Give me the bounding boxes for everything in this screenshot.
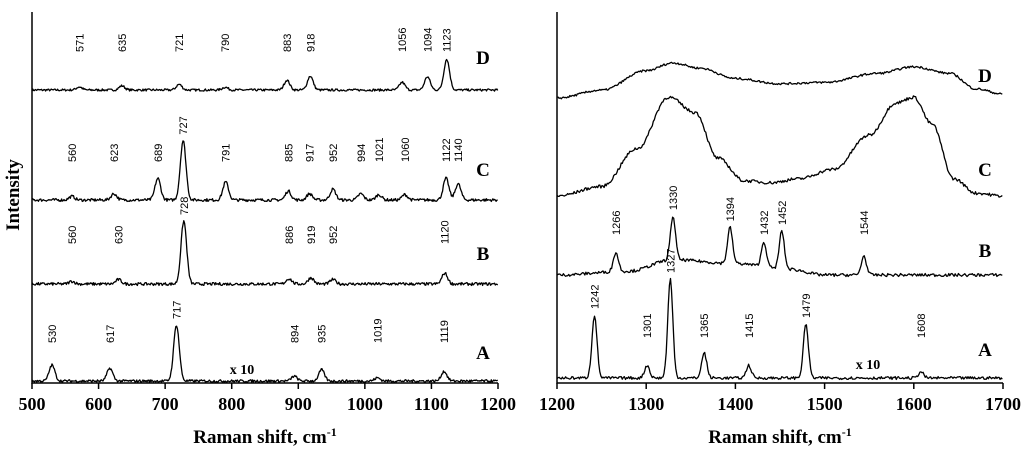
peak-label-A-1-0: 1242 (589, 285, 601, 309)
x-tick-label-0-2: 700 (152, 394, 179, 414)
series-label-B-1: B (979, 241, 992, 262)
peak-label-A-1-4: 1415 (744, 314, 756, 338)
peak-label-C-0-10: 1060 (400, 138, 412, 162)
peak-label-B-0-1: 630 (114, 226, 126, 244)
peak-label-C-0-1: 623 (109, 144, 121, 162)
series-C-line-0 (31, 140, 498, 203)
peak-label-A-0-2: 717 (171, 301, 183, 319)
peak-label-D-0-3: 790 (220, 34, 232, 52)
x-tick-label-1-1: 1300 (628, 394, 664, 414)
peak-label-C-0-7: 952 (328, 144, 340, 162)
right-axis-frame (556, 12, 1003, 384)
peak-label-B-1-1: 1330 (668, 186, 680, 210)
right-x-axis-title-text: Raman shift, cm (708, 427, 842, 448)
peak-label-D-0-8: 1123 (442, 28, 454, 52)
right-scale-note: x 10 (856, 358, 881, 373)
peak-label-A-0-6: 1119 (439, 320, 451, 343)
x-tick-label-0-3: 800 (218, 394, 245, 414)
series-label-C-0: C (476, 160, 490, 181)
series-label-A-0: A (476, 343, 490, 364)
series-A-line-1 (556, 277, 1003, 381)
right-panel: Raman shift, cm-1 x 10 (556, 12, 1003, 448)
peak-label-D-0-6: 1056 (397, 28, 409, 52)
series-label-D-1: D (978, 66, 992, 87)
peak-label-C-0-9: 1021 (374, 138, 386, 162)
peak-label-B-0-6: 1120 (440, 220, 452, 244)
series-label-A-1: A (978, 340, 992, 361)
x-tick-label-1-3: 1500 (807, 394, 843, 414)
peak-label-C-0-8: 994 (356, 144, 368, 162)
x-tick-label-1-5: 1700 (985, 394, 1021, 414)
peak-label-B-1-2: 1394 (725, 197, 737, 221)
peak-label-A-1-3: 1365 (699, 314, 711, 338)
peak-label-B-0-5: 952 (328, 226, 340, 244)
left-scale-note: x 10 (230, 363, 255, 378)
left-x-axis-title-sup: -1 (327, 425, 337, 439)
peak-label-D-0-5: 918 (305, 34, 317, 52)
peak-label-C-0-6: 917 (305, 144, 317, 162)
peak-label-D-0-1: 635 (117, 34, 129, 52)
x-tick-label-0-0: 500 (19, 394, 46, 414)
peak-label-B-1-0: 1266 (611, 211, 623, 235)
peak-label-B-0-2: 728 (179, 197, 191, 215)
peak-label-D-0-0: 571 (74, 34, 86, 52)
peak-label-C-0-11: 1122 (441, 138, 453, 162)
peak-label-D-0-2: 721 (174, 34, 186, 52)
peak-label-A-1-1: 1301 (642, 314, 654, 338)
left-x-axis-title: Raman shift, cm-1 (193, 425, 337, 448)
series-label-D-0: D (476, 48, 490, 69)
peak-label-C-0-2: 689 (153, 144, 165, 162)
peak-label-C-0-5: 885 (283, 144, 295, 162)
peak-label-A-0-3: 894 (289, 325, 301, 343)
series-label-B-0: B (477, 244, 490, 265)
series-label-C-1: C (978, 160, 992, 181)
x-tick-label-0-4: 900 (285, 394, 312, 414)
peak-label-D-0-4: 883 (282, 34, 294, 52)
peak-label-A-1-6: 1608 (916, 314, 928, 338)
right-x-axis-title: Raman shift, cm-1 (708, 425, 852, 448)
right-x-axis-title-sup: -1 (842, 425, 852, 439)
peak-label-B-0-4: 919 (306, 226, 318, 244)
peak-label-B-1-5: 1544 (859, 211, 871, 235)
peak-label-C-0-12: 1140 (453, 138, 465, 162)
y-axis-title: Intensity (3, 159, 24, 231)
peak-label-C-0-4: 791 (221, 144, 233, 162)
left-x-axis-title-text: Raman shift, cm (193, 427, 327, 448)
peak-label-A-0-5: 1019 (373, 319, 385, 343)
peak-label-C-0-3: 727 (178, 116, 190, 134)
series-D-line-0 (31, 58, 499, 92)
peak-label-A-0-4: 935 (317, 325, 329, 343)
peak-label-A-1-5: 1479 (801, 294, 813, 318)
peak-label-D-0-7: 1094 (422, 28, 434, 52)
peak-label-B-1-4: 1452 (777, 201, 789, 225)
peak-label-A-0-0: 530 (47, 325, 59, 343)
peak-label-C-0-0: 560 (67, 144, 79, 162)
peak-label-B-0-0: 560 (67, 226, 79, 244)
peak-label-B-0-3: 886 (284, 226, 296, 244)
peak-label-A-0-1: 617 (105, 325, 117, 343)
peak-label-A-1-2: 1327 (665, 249, 677, 273)
left-axis-frame (31, 12, 498, 384)
peak-label-B-1-3: 1432 (759, 211, 771, 235)
x-tick-label-1-0: 1200 (539, 394, 575, 414)
x-tick-label-1-2: 1400 (717, 394, 753, 414)
x-tick-label-0-7: 1200 (480, 394, 516, 414)
series-A-line-0 (31, 325, 499, 383)
series-B-line-1 (556, 216, 1003, 278)
x-tick-label-1-4: 1600 (896, 394, 932, 414)
x-tick-label-0-5: 1000 (347, 394, 383, 414)
series-B-line-0 (31, 220, 499, 287)
series-D-line-1 (557, 61, 1003, 100)
x-tick-label-0-1: 600 (85, 394, 112, 414)
series-C-line-1 (556, 95, 1003, 198)
x-tick-label-0-6: 1100 (414, 394, 449, 414)
